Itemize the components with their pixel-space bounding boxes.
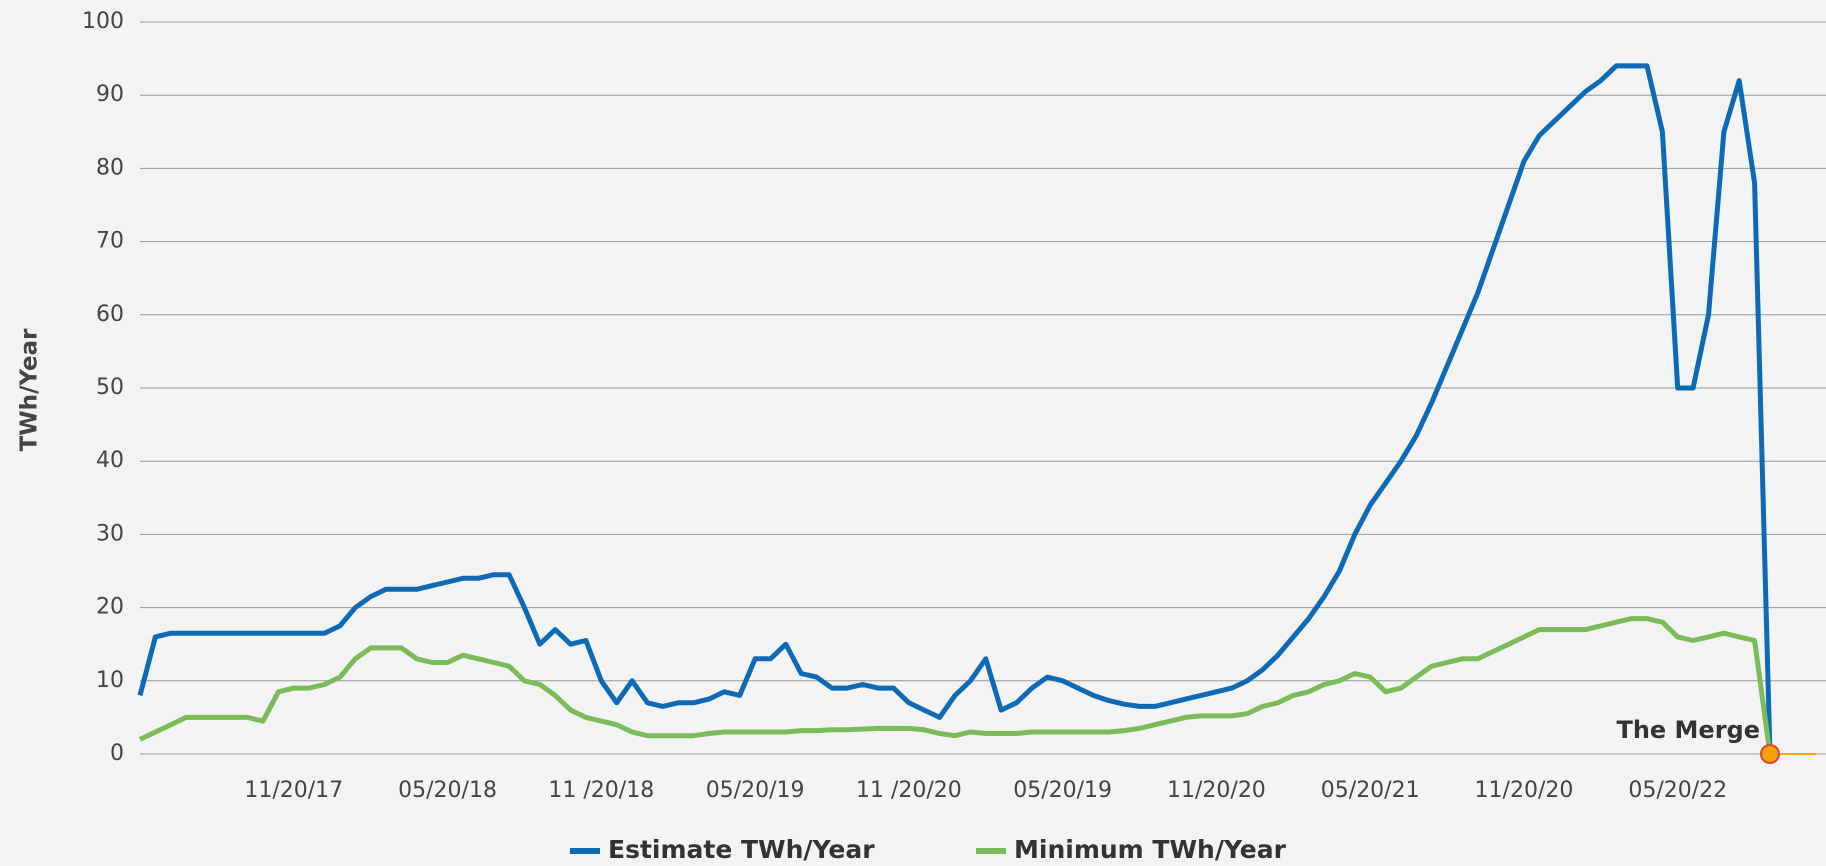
y-tick-label: 40: [96, 448, 124, 473]
legend-label: Minimum TWh/Year: [1014, 835, 1287, 864]
x-tick-label: 05/20/19: [706, 778, 805, 803]
annotation-marker: [1760, 744, 1780, 764]
y-tick-label: 100: [82, 9, 124, 34]
legend-label: Estimate TWh/Year: [608, 835, 875, 864]
y-axis-label: TWh/Year: [17, 328, 43, 451]
y-tick-label: 60: [96, 302, 124, 327]
y-tick-label: 80: [96, 155, 124, 180]
annotation-text: The Merge: [1616, 716, 1760, 744]
y-tick-label: 20: [96, 595, 124, 620]
x-tick-label: 05/20/18: [398, 778, 497, 803]
y-tick-label: 30: [96, 521, 124, 546]
x-tick-label: 11/20/17: [244, 778, 343, 803]
y-tick-label: 50: [96, 375, 124, 400]
line-series: [138, 616, 1773, 755]
y-tick-label: 90: [96, 82, 124, 107]
y-tick-label: 10: [96, 668, 124, 693]
line-series: [137, 63, 1773, 755]
x-tick-label: 11 /20/20: [856, 778, 962, 803]
x-tick-label: 05/20/21: [1321, 778, 1420, 803]
x-tick-label: 11/20/20: [1475, 778, 1574, 803]
y-tick-label: 70: [96, 229, 124, 254]
x-tick-label: 11/20/20: [1167, 778, 1266, 803]
x-tick-label: 05/20/22: [1628, 778, 1727, 803]
x-tick-label: 11 /20/18: [548, 778, 654, 803]
y-tick-label: 0: [110, 741, 124, 766]
x-tick-label: 05/20/19: [1013, 778, 1112, 803]
